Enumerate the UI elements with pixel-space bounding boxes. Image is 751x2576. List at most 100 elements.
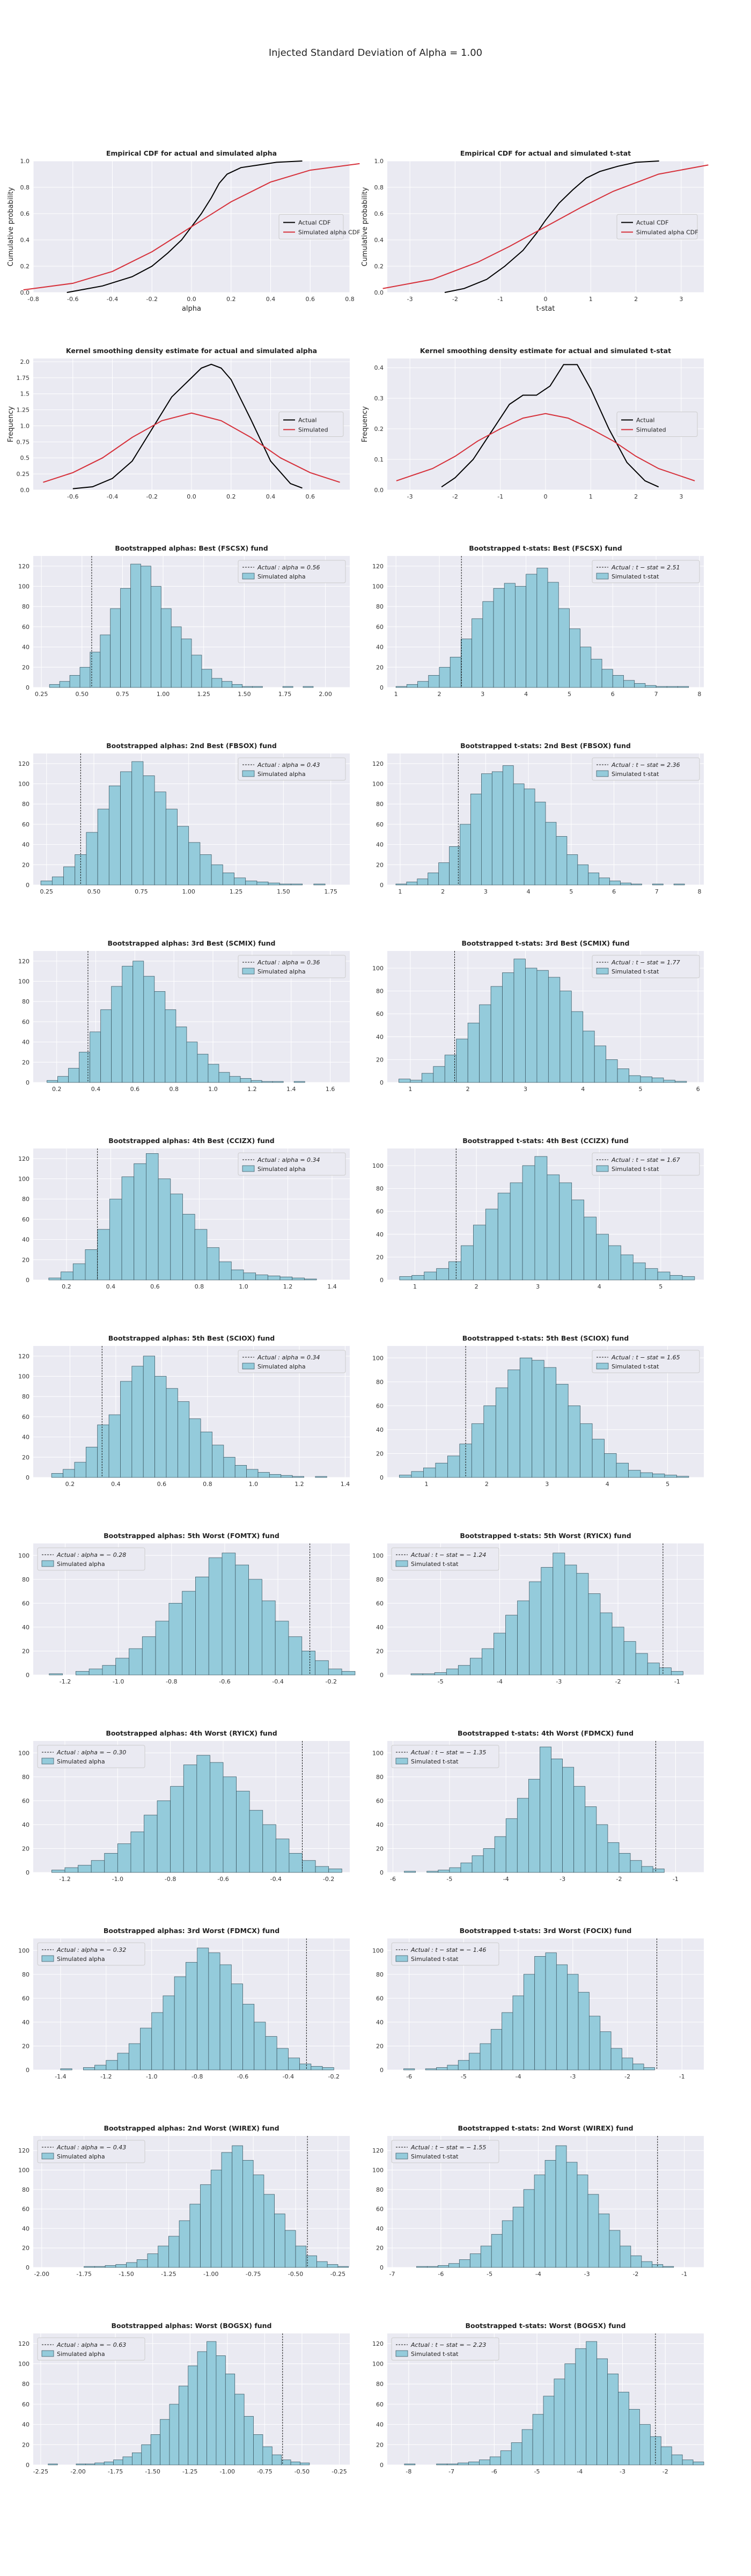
histogram-bar (211, 864, 223, 885)
histogram-bar (577, 2175, 588, 2268)
histogram-bar (674, 1081, 687, 1083)
histogram-bar (122, 2456, 132, 2465)
histogram-bar (85, 1249, 98, 1280)
legend-swatch (242, 573, 255, 580)
histogram-bar (76, 2463, 86, 2465)
chart-title: Bootstrapped alphas: Worst (BOGSX) fund (111, 2322, 271, 2330)
y-tick-label: 40 (22, 2225, 30, 2232)
x-tick-label: -2 (452, 296, 458, 303)
y-tick-label: 1.0 (20, 158, 30, 165)
histogram-bar (630, 2255, 642, 2268)
legend-box (238, 1152, 346, 1176)
histogram-bar (656, 686, 667, 688)
histogram-bar (146, 1153, 159, 1280)
x-tick-label: 1.00 (157, 691, 170, 698)
histogram-bar (253, 2175, 264, 2268)
legend-label: Actual : alpha = − 0.32 (56, 1946, 126, 1953)
y-tick-label: 20 (22, 1059, 30, 1066)
chart-title: Bootstrapped alphas: 2nd Worst (WIREX) f… (104, 2124, 279, 2132)
y-tick-label: 20 (22, 2441, 30, 2448)
histogram-bar (652, 1078, 664, 1083)
histogram-bar (620, 882, 631, 885)
x-tick-label: -1.50 (145, 2468, 160, 2475)
histogram-bar (189, 1418, 201, 1478)
legend-label: Simulated t-stat (612, 1363, 659, 1370)
x-tick-label: -2.00 (70, 2468, 85, 2475)
histogram-bar (434, 1672, 447, 1675)
legend-label: Simulated t-stat (612, 573, 659, 580)
y-tick-label: 40 (22, 1039, 30, 1046)
y-tick-label: 0.3 (374, 395, 384, 402)
histogram-bar (482, 601, 494, 688)
histogram-bar (505, 1818, 518, 1873)
x-tick-label: 1.4 (286, 1086, 296, 1093)
histogram-bar (208, 1952, 220, 2070)
x-tick-label: 3 (484, 888, 488, 895)
histogram-bar (155, 1621, 170, 1675)
histogram-bar (517, 1600, 530, 1675)
histogram-bar (610, 2048, 622, 2070)
legend-box (391, 1942, 499, 1966)
y-tick-label: 0 (380, 1672, 384, 1679)
x-tick-label: 4 (524, 691, 528, 698)
y-tick-label: 20 (376, 2245, 384, 2252)
histogram-bar (596, 1824, 608, 1873)
histogram-bar (460, 824, 471, 885)
legend-box (278, 412, 344, 437)
histogram-bar (108, 785, 121, 885)
y-tick-label: 120 (18, 958, 30, 965)
histogram-bar (189, 2204, 201, 2268)
histogram-bar (630, 1860, 642, 1873)
histogram-bar (219, 1964, 232, 2070)
histogram-bar (216, 2355, 226, 2465)
y-tick-label: 40 (22, 2421, 30, 2428)
x-tick-label: -0.6 (237, 2073, 248, 2080)
y-tick-label: 60 (22, 1216, 30, 1223)
histogram-bar (479, 2460, 490, 2465)
histogram-bar (629, 2409, 640, 2465)
legend-box (278, 214, 344, 239)
histogram-bar (144, 1814, 158, 1873)
x-tick-label: 0.6 (306, 493, 315, 500)
histogram-bar (94, 2266, 106, 2268)
histogram-bar (536, 568, 548, 688)
y-tick-label: 60 (376, 1797, 384, 1804)
x-tick-label: 7 (655, 888, 659, 895)
histogram-bar (608, 1245, 621, 1280)
histogram-bar (473, 1225, 486, 1280)
histogram-bar (143, 976, 155, 1083)
y-tick-label: 0 (380, 1869, 384, 1876)
histogram-bar (523, 2189, 535, 2268)
x-tick-label: 0.2 (226, 296, 236, 303)
y-tick-label: 120 (372, 760, 384, 767)
x-tick-label: -2 (662, 2468, 668, 2475)
histogram-bar (188, 2365, 198, 2465)
histogram-bar (421, 1073, 434, 1083)
x-tick-label: -2 (632, 2271, 638, 2278)
histogram-bar (59, 681, 70, 688)
histogram-bar (234, 877, 246, 885)
x-tick-label: 2 (437, 691, 441, 698)
legend-swatch (395, 1955, 408, 1962)
histogram-bar (493, 588, 505, 688)
y-axis-label: Frequency (7, 406, 15, 442)
chart-title: Bootstrapped alphas: 4th Worst (RYICX) f… (106, 1729, 277, 1737)
histogram-bar (160, 2419, 170, 2465)
histogram-bar (543, 1367, 557, 1478)
legend-label: Actual : alpha = − 0.63 (56, 2341, 126, 2348)
legend-swatch (395, 2350, 408, 2357)
histogram-bar (512, 1995, 524, 2070)
x-tick-label: -3 (570, 2073, 576, 2080)
x-tick-label: -6 (390, 1876, 396, 1883)
legend-box (391, 1745, 499, 1768)
y-tick-label: 0 (26, 1474, 30, 1481)
histogram-bar (601, 669, 613, 688)
chart-panel: -6 -5 -4 -3 -2 -1 0 20 40 60 80 100 Bootstrapped t-s… (372, 1927, 704, 2080)
histogram-bar (521, 2429, 533, 2465)
x-tick-label: 0 (544, 493, 548, 500)
histogram-bar (179, 2220, 190, 2268)
histogram-bar (584, 1217, 597, 1280)
histogram-bar (671, 2454, 683, 2465)
